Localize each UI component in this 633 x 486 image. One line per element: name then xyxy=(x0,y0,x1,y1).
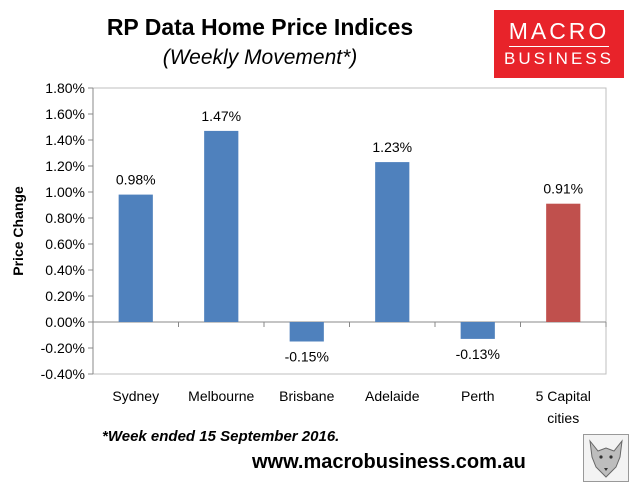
data-label: 0.98% xyxy=(116,172,156,188)
x-tick-label: Sydney xyxy=(112,388,159,404)
x-tick-label: Brisbane xyxy=(279,388,334,404)
x-tick-label: cities xyxy=(547,410,579,426)
y-tick-label: -0.40% xyxy=(41,366,85,382)
macrobusiness-logo: MACRO BUSINESS xyxy=(494,10,624,78)
y-tick-label: 1.80% xyxy=(45,80,85,96)
logo-line-2: BUSINESS xyxy=(504,49,614,68)
y-tick-label: 0.80% xyxy=(45,210,85,226)
website-url: www.macrobusiness.com.au xyxy=(252,451,526,473)
y-tick-label: 0.00% xyxy=(45,314,85,330)
data-label: 1.23% xyxy=(372,139,412,155)
x-tick-label: 5 Capital xyxy=(536,388,591,404)
y-tick-label: -0.20% xyxy=(41,340,85,356)
data-label: 1.47% xyxy=(201,108,241,124)
logo-divider xyxy=(509,46,609,47)
data-label: -0.15% xyxy=(285,349,329,365)
logo-line-1: MACRO xyxy=(508,18,610,44)
y-tick-label: 0.20% xyxy=(45,288,85,304)
bar xyxy=(375,162,410,322)
y-tick-label: 1.20% xyxy=(45,158,85,174)
data-label: -0.13% xyxy=(456,346,500,362)
y-tick-label: 1.00% xyxy=(45,184,85,200)
x-tick-label: Adelaide xyxy=(365,388,420,404)
bar xyxy=(546,203,581,322)
y-tick-label: 0.60% xyxy=(45,236,85,252)
plot-area-border xyxy=(92,87,607,375)
footnote: *Week ended 15 September 2016. xyxy=(102,428,340,445)
x-tick-label: Perth xyxy=(461,388,494,404)
chart-subtitle: (Weekly Movement*) xyxy=(162,46,358,69)
bar xyxy=(289,322,324,342)
wolf-icon xyxy=(583,434,629,482)
y-tick-label: 1.40% xyxy=(45,132,85,148)
y-axis-title: Price Change xyxy=(10,186,26,276)
x-tick-label: Melbourne xyxy=(188,388,254,404)
y-tick-label: 1.60% xyxy=(45,106,85,122)
chart-title: RP Data Home Price Indices xyxy=(106,14,414,40)
bar xyxy=(460,322,495,339)
bar xyxy=(118,194,153,322)
data-label: 0.91% xyxy=(543,181,583,197)
y-tick-label: 0.40% xyxy=(45,262,85,278)
bar xyxy=(204,130,239,322)
